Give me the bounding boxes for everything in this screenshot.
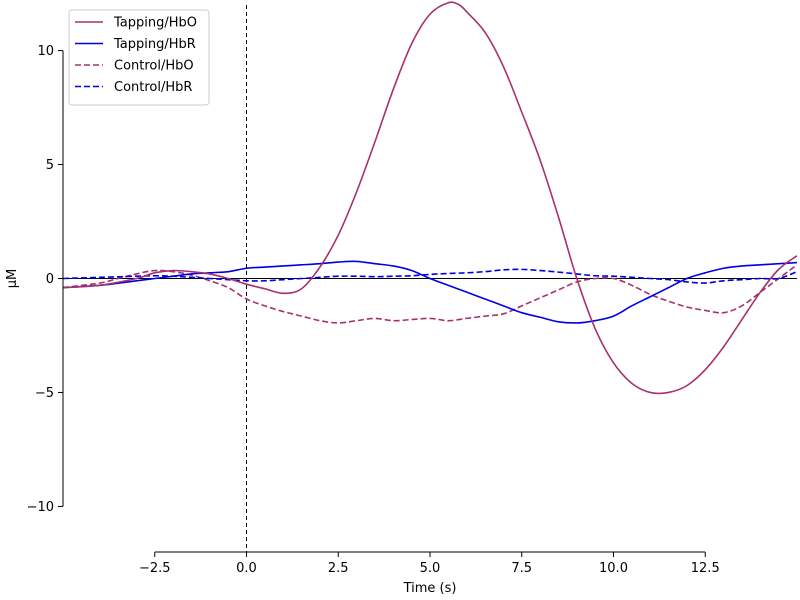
x-tick-label: 12.5 (691, 561, 720, 576)
series-layer (62, 1, 798, 395)
axes: −2.5 0.0 2.5 5.0 7.5 10.0 12.5 10 5 0 −5 −10 Time … (5, 44, 720, 596)
x-tick-label: 0.0 (236, 561, 257, 576)
legend: Tapping/HbO Tapping/HbR Control/HbO Control… (68, 9, 210, 106)
y-tick-label: 10 (37, 44, 54, 59)
x-axis-label: Time (s) (403, 581, 457, 596)
legend-label: Control/HbO (114, 59, 194, 74)
series-line-control-hbo (62, 264, 798, 324)
y-tick-label: 0 (46, 272, 54, 287)
y-tick-label: 5 (46, 158, 54, 173)
y-axis-ticks: 10 5 0 −5 −10 (27, 44, 63, 515)
series-line-tapping-hbr (62, 260, 798, 324)
x-tick-label: 2.5 (328, 561, 349, 576)
y-tick-label: −5 (35, 386, 54, 401)
legend-box (68, 9, 210, 106)
x-axis-ticks: −2.5 0.0 2.5 5.0 7.5 10.0 12.5 (139, 552, 720, 576)
x-tick-label: −2.5 (139, 561, 171, 576)
legend-label: Tapping/HbR (113, 37, 196, 52)
y-axis-label: µM (5, 269, 20, 289)
legend-label: Control/HbR (114, 80, 192, 95)
legend-label: Tapping/HbO (113, 16, 197, 31)
x-tick-label: 7.5 (511, 561, 532, 576)
y-tick-label: −10 (27, 500, 54, 515)
x-tick-label: 5.0 (420, 561, 441, 576)
x-tick-label: 10.0 (599, 561, 628, 576)
plot-area (62, 1, 798, 552)
series-line-tapping-hbo (62, 1, 798, 395)
